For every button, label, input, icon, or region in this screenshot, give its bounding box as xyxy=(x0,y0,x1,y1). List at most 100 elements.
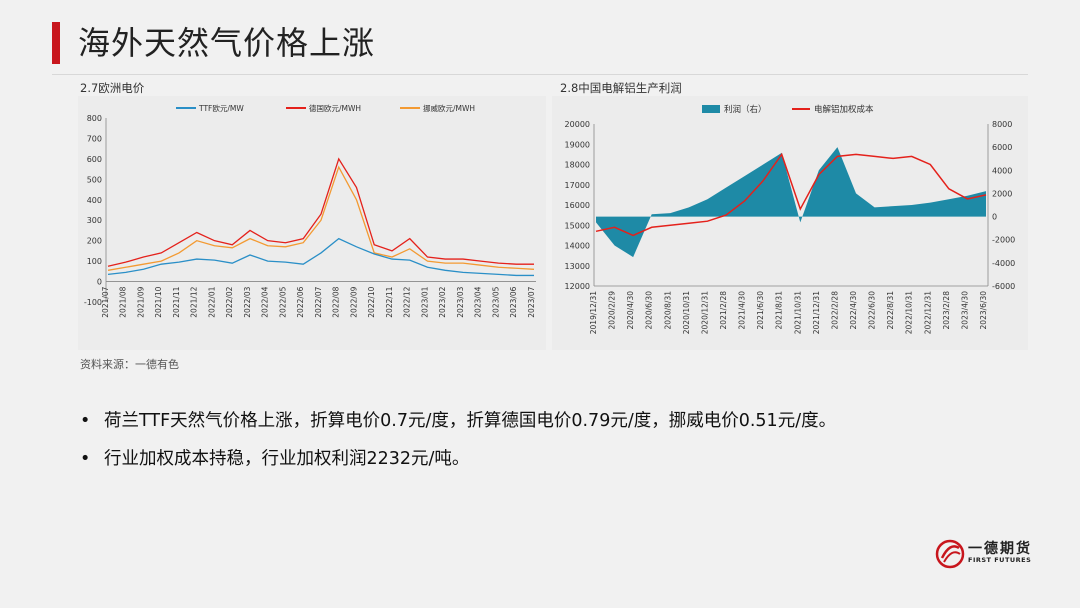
y-tick-label: 800 xyxy=(87,114,102,123)
x-tick-label: 2021/08 xyxy=(119,286,128,317)
x-tick-label: 2022/05 xyxy=(279,286,288,317)
x-tick-label: 2022/12 xyxy=(403,286,412,317)
right-y-tick-label: 0 xyxy=(992,213,997,222)
x-tick-label: 2021/07 xyxy=(101,286,110,317)
left-y-tick-label: 14000 xyxy=(565,242,590,251)
x-tick-label: 2023/05 xyxy=(492,286,501,317)
x-tick-label: 2020/8/31 xyxy=(663,291,672,330)
bullet-marker: • xyxy=(80,449,91,469)
bullet-list: • 荷兰TTF天然气价格上涨，折算电价0.7元/度，折算德国电价0.79元/度，挪… xyxy=(80,408,836,484)
x-tick-label: 2022/12/31 xyxy=(923,291,932,334)
data-source: 资料来源：一德有色 xyxy=(80,358,179,371)
company-logo-icon xyxy=(935,539,965,569)
right-y-tick-label: -4000 xyxy=(992,259,1015,268)
legend-label: 电解铝加权成本 xyxy=(814,104,874,115)
series-line-1 xyxy=(107,157,534,267)
x-tick-label: 2022/8/31 xyxy=(886,291,895,330)
x-tick-label: 2022/09 xyxy=(350,286,359,317)
series-line-2 xyxy=(107,165,535,271)
y-tick-label: 700 xyxy=(87,134,102,143)
x-tick-label: 2022/11 xyxy=(385,286,394,317)
x-tick-label: 2021/2/28 xyxy=(719,291,728,330)
x-tick-label: 2019/12/31 xyxy=(589,291,598,334)
right-y-tick-label: 8000 xyxy=(992,120,1012,129)
x-tick-label: 2022/08 xyxy=(332,286,341,317)
x-tick-label: 2022/04 xyxy=(261,286,270,317)
x-tick-label: 2022/07 xyxy=(314,286,323,317)
right-y-tick-label: -6000 xyxy=(992,282,1015,291)
profit-area xyxy=(596,147,986,258)
x-tick-label: 2022/10 xyxy=(367,286,376,317)
left-y-tick-label: 20000 xyxy=(565,120,590,129)
x-tick-label: 2021/6/30 xyxy=(756,291,765,330)
y-tick-label: 400 xyxy=(87,196,102,205)
chart-caption-right: 2.8中国电解铝生产利润 xyxy=(560,81,682,95)
x-tick-label: 2023/07 xyxy=(527,286,536,317)
bullet-text: 荷兰TTF天然气价格上涨，折算电价0.7元/度，折算德国电价0.79元/度，挪威… xyxy=(104,411,837,431)
x-tick-label: 2023/02 xyxy=(438,286,447,317)
x-tick-label: 2023/4/30 xyxy=(960,291,969,330)
x-tick-label: 2022/06 xyxy=(296,286,305,317)
x-tick-label: 2021/10 xyxy=(154,286,163,317)
europe-power-price-chart: TTF欧元/MW 德国欧元/MWH 挪威欧元/MWH 800 700 600 500 400… xyxy=(78,96,546,350)
right-y-tick-label: 4000 xyxy=(992,166,1012,175)
aluminum-profit-chart: 利润（右） 电解铝加权成本 200001900018000170001600015… xyxy=(552,96,1028,350)
y-tick-label: 0 xyxy=(97,278,102,287)
left-y-tick-label: 12000 xyxy=(565,282,590,291)
logo-name-cn: 一德期货 xyxy=(968,541,1032,557)
left-y-tick-label: 15000 xyxy=(565,221,590,230)
right-y-tick-label: 2000 xyxy=(992,189,1012,198)
legend-label: 挪威欧元/MWH xyxy=(423,103,475,113)
title-divider xyxy=(52,74,1028,75)
cost-line xyxy=(595,152,987,237)
x-tick-label: 2022/01 xyxy=(208,286,217,317)
x-tick-label: 2021/11 xyxy=(172,286,181,317)
x-tick-label: 2022/2/28 xyxy=(830,291,839,330)
x-tick-label: 2022/10/31 xyxy=(905,291,914,334)
x-tick-label: 2021/8/31 xyxy=(775,291,784,330)
x-tick-label: 2021/12/31 xyxy=(812,291,821,334)
y-tick-label: 600 xyxy=(87,155,102,164)
x-tick-label: 2021/09 xyxy=(137,286,146,317)
left-y-tick-label: 16000 xyxy=(565,201,590,210)
left-y-tick-label: 19000 xyxy=(565,140,590,149)
y-tick-label: 100 xyxy=(87,257,102,266)
y-tick-label: -100 xyxy=(84,298,102,307)
x-tick-label: 2022/6/30 xyxy=(868,291,877,330)
bullet-item: • 行业加权成本持稳，行业加权利润2232元/吨。 xyxy=(80,446,836,472)
chart-caption-left: 2.7欧洲电价 xyxy=(80,81,145,95)
right-y-tick-label: 6000 xyxy=(992,143,1012,152)
x-tick-label: 2020/4/30 xyxy=(626,291,635,330)
x-tick-label: 2023/2/28 xyxy=(942,291,951,330)
bullet-marker: • xyxy=(80,411,91,431)
x-tick-label: 2022/02 xyxy=(225,286,234,317)
bullet-item: • 荷兰TTF天然气价格上涨，折算电价0.7元/度，折算德国电价0.79元/度，挪… xyxy=(80,408,836,434)
legend-swatch xyxy=(702,105,720,113)
x-tick-label: 2022/03 xyxy=(243,286,252,317)
legend-label: 利润（右） xyxy=(724,104,767,115)
right-y-tick-label: -2000 xyxy=(992,236,1015,245)
logo-name-en: FIRST FUTURES xyxy=(968,556,1032,564)
x-tick-label: 2023/06 xyxy=(509,286,518,317)
left-y-tick-label: 17000 xyxy=(565,181,590,190)
left-y-tick-label: 13000 xyxy=(565,262,590,271)
series-line-0 xyxy=(107,237,534,277)
legend-label: 德国欧元/MWH xyxy=(309,103,361,113)
page-title: 海外天然气价格上涨 xyxy=(78,24,376,62)
x-tick-label: 2023/04 xyxy=(474,286,483,317)
title-accent-bar xyxy=(52,22,60,64)
x-tick-label: 2022/4/30 xyxy=(849,291,858,330)
legend-label: TTF欧元/MW xyxy=(198,103,244,113)
left-y-tick-label: 18000 xyxy=(565,161,590,170)
y-tick-label: 500 xyxy=(87,175,102,184)
x-tick-label: 2023/6/30 xyxy=(979,291,988,330)
x-tick-label: 2021/10/31 xyxy=(793,291,802,334)
x-tick-label: 2021/4/30 xyxy=(738,291,747,330)
x-tick-label: 2023/03 xyxy=(456,286,465,317)
x-tick-label: 2020/10/31 xyxy=(682,291,691,334)
y-tick-label: 200 xyxy=(87,237,102,246)
x-tick-label: 2020/6/30 xyxy=(645,291,654,330)
x-tick-label: 2020/12/31 xyxy=(700,291,709,334)
y-tick-label: 300 xyxy=(87,216,102,225)
bullet-text: 行业加权成本持稳，行业加权利润2232元/吨。 xyxy=(104,449,470,469)
